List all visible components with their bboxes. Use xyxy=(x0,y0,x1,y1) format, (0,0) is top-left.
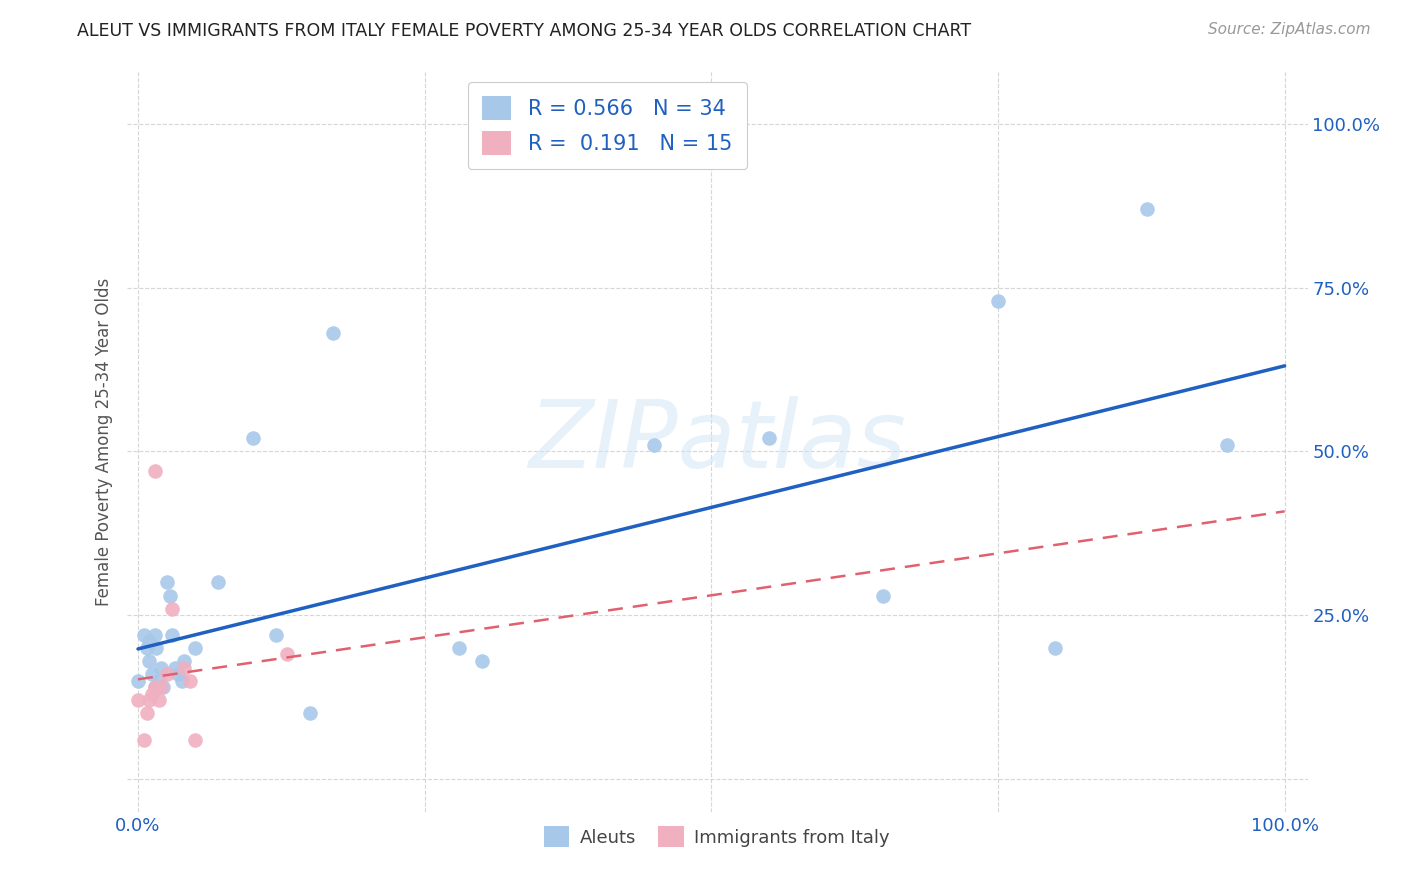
Point xyxy=(138,634,160,648)
Point xyxy=(184,732,207,747)
Point xyxy=(143,680,166,694)
Point xyxy=(149,660,172,674)
Point xyxy=(138,654,160,668)
Point xyxy=(143,680,166,694)
Point xyxy=(207,575,229,590)
Point xyxy=(170,673,193,688)
Point xyxy=(322,326,344,341)
Text: ALEUT VS IMMIGRANTS FROM ITALY FEMALE POVERTY AMONG 25-34 YEAR OLDS CORRELATION : ALEUT VS IMMIGRANTS FROM ITALY FEMALE PO… xyxy=(77,22,972,40)
Text: ZIPatlas: ZIPatlas xyxy=(529,396,905,487)
Point xyxy=(276,648,298,662)
Point xyxy=(136,706,159,721)
Point xyxy=(264,628,287,642)
Point xyxy=(242,431,264,445)
Point xyxy=(127,673,149,688)
Point xyxy=(184,640,207,655)
Point xyxy=(143,464,166,478)
Text: Source: ZipAtlas.com: Source: ZipAtlas.com xyxy=(1208,22,1371,37)
Point xyxy=(162,601,184,615)
Point xyxy=(148,693,170,707)
Point xyxy=(758,431,780,445)
Point xyxy=(179,673,201,688)
Point xyxy=(173,660,195,674)
Point xyxy=(148,673,170,688)
Point xyxy=(132,628,155,642)
Point xyxy=(156,667,179,681)
Point xyxy=(298,706,321,721)
Point xyxy=(145,640,167,655)
Point xyxy=(162,628,184,642)
Legend: Aleuts, Immigrants from Italy: Aleuts, Immigrants from Italy xyxy=(537,819,897,855)
Point xyxy=(149,680,172,694)
Point xyxy=(1136,202,1159,216)
Point xyxy=(141,667,163,681)
Point xyxy=(138,693,160,707)
Point xyxy=(156,575,179,590)
Y-axis label: Female Poverty Among 25-34 Year Olds: Female Poverty Among 25-34 Year Olds xyxy=(94,277,112,606)
Point xyxy=(173,654,195,668)
Point xyxy=(141,687,163,701)
Point xyxy=(987,293,1010,308)
Point xyxy=(136,640,159,655)
Point xyxy=(167,667,190,681)
Point xyxy=(872,589,894,603)
Point xyxy=(132,732,155,747)
Point xyxy=(1216,438,1239,452)
Point xyxy=(1045,640,1067,655)
Point xyxy=(163,660,186,674)
Point xyxy=(127,693,149,707)
Point xyxy=(152,680,174,694)
Point xyxy=(471,654,494,668)
Point xyxy=(643,438,665,452)
Point xyxy=(143,628,166,642)
Point xyxy=(449,640,471,655)
Point xyxy=(159,589,181,603)
